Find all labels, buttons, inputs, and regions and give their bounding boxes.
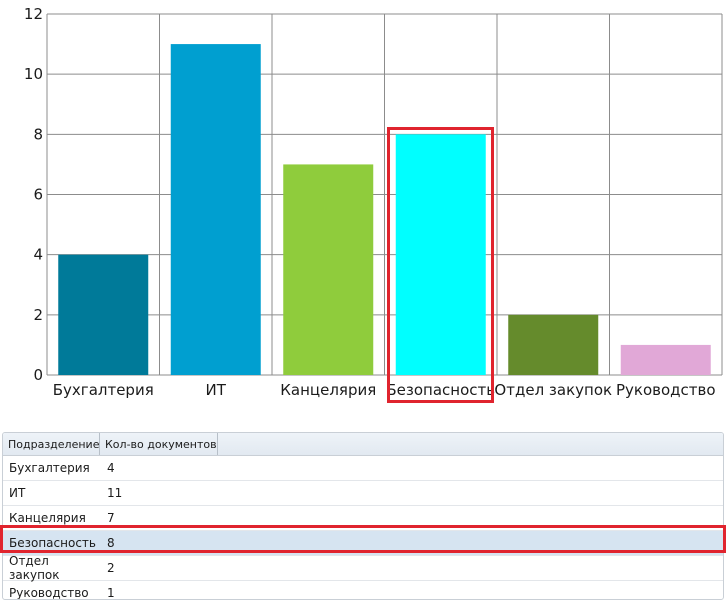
bar[interactable] <box>170 44 261 375</box>
table-row[interactable]: Руководство 1 <box>3 581 723 600</box>
cell-department: Канцелярия <box>9 511 86 525</box>
y-tick-label: 4 <box>33 246 43 264</box>
x-tick-label: ИТ <box>206 381 227 399</box>
table-row-selected[interactable]: Безопасность 8 <box>3 531 723 556</box>
cell-count: 4 <box>107 461 115 475</box>
y-tick-label: 12 <box>24 5 43 23</box>
bar[interactable] <box>283 164 374 375</box>
grid-header: Подразделение Кол-во документов <box>3 433 723 456</box>
table-row[interactable]: ИТ 11 <box>3 481 723 506</box>
cell-count: 8 <box>107 536 115 550</box>
cell-department: Отдел закупок <box>9 554 60 582</box>
y-tick-label: 8 <box>33 125 43 143</box>
chart-gridlines <box>46 13 723 376</box>
chart-bars <box>58 44 711 375</box>
x-tick-label: Канцелярия <box>280 381 376 399</box>
cell-count: 2 <box>107 561 115 575</box>
x-tick-label: Бухгалтерия <box>53 381 154 399</box>
column-header-count[interactable]: Кол-во документов <box>100 433 218 455</box>
cell-department: Бухгалтерия <box>9 461 90 475</box>
table-row[interactable]: Бухгалтерия 4 <box>3 456 723 481</box>
table-row[interactable]: Канцелярия 7 <box>3 506 723 531</box>
cell-count: 1 <box>107 586 115 600</box>
x-tick-label: Отдел закупок <box>494 381 612 399</box>
cell-count: 7 <box>107 511 115 525</box>
cell-count: 11 <box>107 486 123 500</box>
bar[interactable] <box>58 254 149 375</box>
y-axis-ticks: 0 2 4 6 8 10 12 <box>24 5 43 384</box>
bar[interactable] <box>395 134 486 375</box>
table-row[interactable]: Отдел закупок 2 <box>3 554 723 582</box>
y-tick-label: 10 <box>24 65 43 83</box>
x-tick-label: Руководство <box>616 381 716 399</box>
cell-department: Руководство <box>9 586 89 600</box>
y-tick-label: 6 <box>33 186 43 204</box>
x-axis-ticks: Бухгалтерия ИТ Канцелярия Безопасность Отдел… <box>53 381 716 399</box>
y-tick-label: 0 <box>33 366 43 384</box>
bar[interactable] <box>620 344 711 375</box>
x-tick-label: Безопасность <box>386 381 495 399</box>
data-grid[interactable]: Подразделение Кол-во документов Бухгалте… <box>2 432 724 600</box>
bar-chart: 0 2 4 6 8 10 12 Бухгалтерия ИТ Канцелярия Безопас… <box>24 5 723 399</box>
bar[interactable] <box>508 314 599 375</box>
cell-department: ИТ <box>9 486 26 500</box>
y-tick-label: 2 <box>33 306 43 324</box>
column-header-department[interactable]: Подразделение <box>3 433 100 455</box>
cell-department: Безопасность <box>9 536 96 550</box>
